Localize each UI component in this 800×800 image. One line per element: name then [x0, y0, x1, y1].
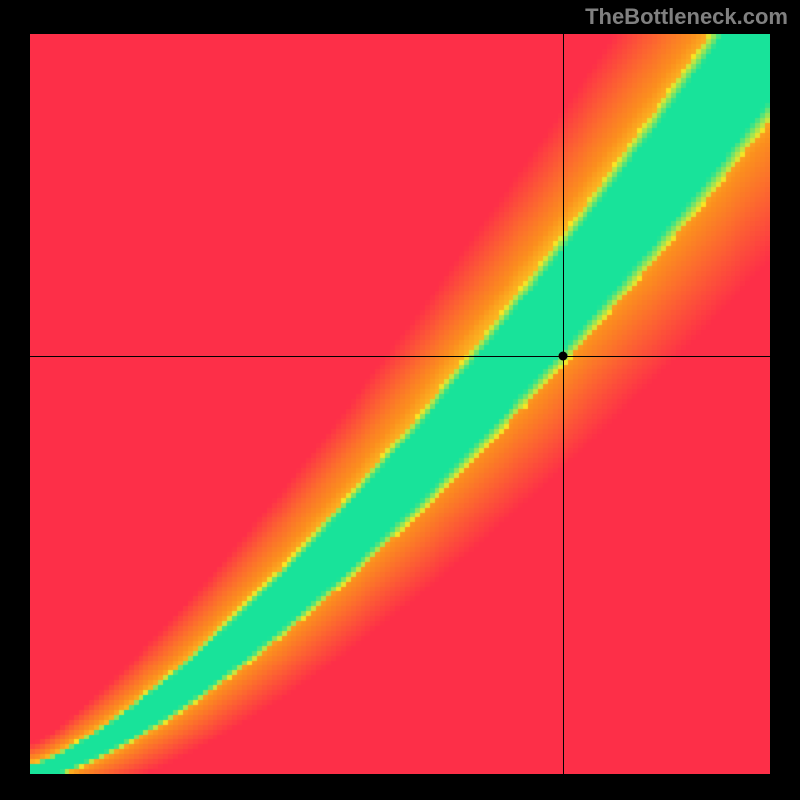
heatmap-plot — [30, 34, 770, 774]
crosshair-dot — [558, 351, 567, 360]
crosshair-vertical — [563, 34, 564, 774]
chart-container: TheBottleneck.com — [0, 0, 800, 800]
heatmap-canvas — [30, 34, 770, 774]
watermark-text: TheBottleneck.com — [585, 4, 788, 30]
crosshair-horizontal — [30, 356, 770, 357]
